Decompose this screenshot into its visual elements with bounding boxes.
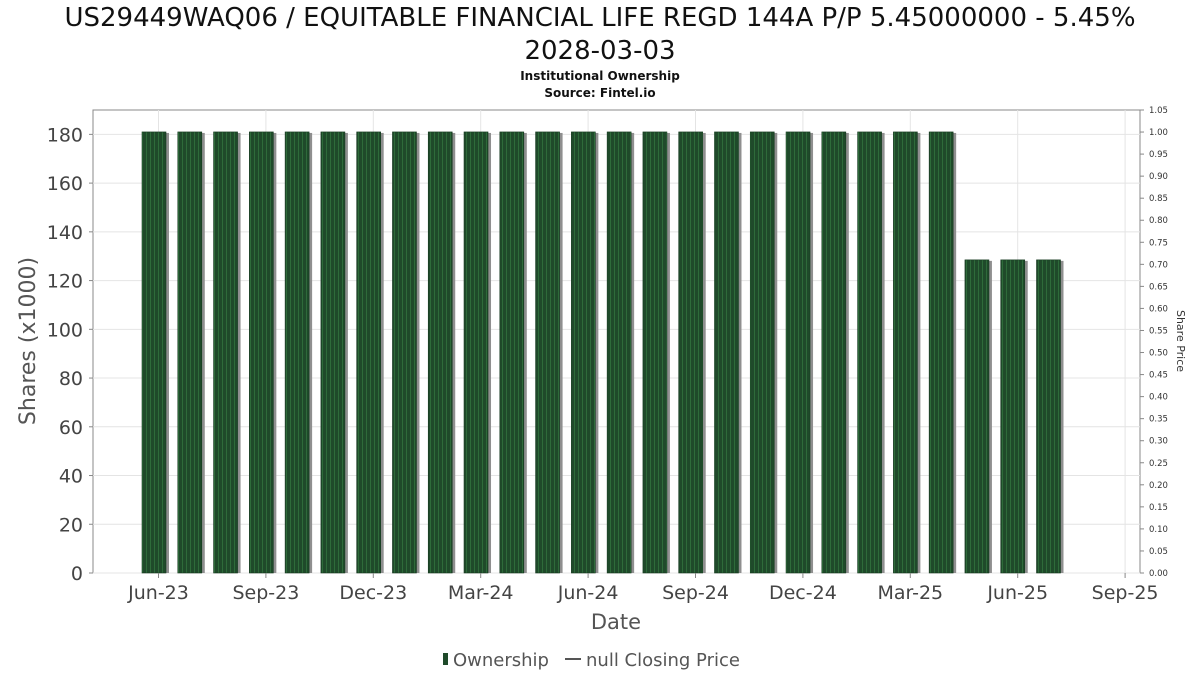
x-tick-label: Mar-25: [877, 582, 943, 604]
ownership-bar: [499, 131, 527, 574]
legend-label-closing-price: null Closing Price: [586, 650, 740, 671]
y2-tick-label: 0.15: [1149, 503, 1168, 513]
ownership-bar: [177, 131, 205, 574]
ownership-bar: [678, 131, 706, 574]
x-tick-label: Sep-25: [1092, 582, 1159, 604]
y2-tick-label: 0.85: [1149, 194, 1168, 204]
y-tick-label: 40: [59, 466, 83, 488]
ownership-bar: [463, 131, 492, 574]
ownership-bar: [141, 131, 169, 574]
ownership-bar: [857, 131, 885, 574]
y2-tick-label: 0.40: [1149, 393, 1168, 403]
x-tick-label: Sep-24: [662, 582, 729, 604]
legend-label-ownership: Ownership: [453, 650, 549, 671]
x-tick-label: Jun-24: [557, 582, 619, 604]
y-tick-label: 80: [59, 368, 83, 390]
chart-subtitle: Institutional Ownership: [520, 69, 680, 83]
y2-tick-label: 0.05: [1149, 547, 1168, 557]
y2-tick-label: 0.65: [1149, 282, 1168, 292]
ownership-bar: [749, 131, 778, 574]
ownership-bar: [714, 131, 742, 574]
x-tick-label: Sep-23: [232, 582, 299, 604]
ownership-bar: [785, 131, 814, 574]
ownership-bar: [893, 131, 921, 574]
ownership-bar: [1036, 259, 1064, 574]
y2-axis-label: Share Price: [1174, 310, 1187, 372]
chart-title-line-2: 2028-03-03: [524, 36, 676, 66]
y2-tick-label: 0.20: [1149, 481, 1168, 491]
ownership-bar: [821, 131, 849, 574]
y-tick-label: 180: [47, 124, 83, 146]
y2-tick-label: 0.45: [1149, 371, 1168, 381]
ownership-bar: [642, 131, 670, 574]
y2-tick-label: 0.80: [1149, 216, 1168, 226]
y2-tick-label: 1.05: [1149, 106, 1168, 116]
ownership-bar: [427, 131, 456, 574]
y-tick-label: 60: [59, 417, 83, 439]
y2-tick-label: 0.90: [1149, 172, 1168, 182]
ownership-bar: [320, 131, 348, 574]
ownership-bar: [1000, 259, 1028, 574]
y2-tick-label: 0.75: [1149, 238, 1168, 248]
legend: Ownership null Closing Price: [443, 650, 740, 671]
x-tick-label: Dec-23: [339, 582, 407, 604]
ownership-bar: [284, 131, 313, 574]
y-tick-label: 100: [47, 319, 83, 341]
ownership-bar: [606, 131, 635, 574]
y2-tick-label: 1.00: [1149, 128, 1168, 138]
x-tick-label: Jun-23: [127, 582, 189, 604]
ownership-bar: [535, 131, 563, 574]
x-tick-label: Jun-25: [986, 582, 1048, 604]
y2-tick-label: 0.70: [1149, 260, 1168, 270]
ownership-bar: [356, 131, 384, 574]
x-tick-label: Dec-24: [769, 582, 837, 604]
y2-tick-label: 0.55: [1149, 326, 1168, 336]
y2-tick-label: 0.35: [1149, 415, 1168, 425]
y2-tick-label: 0.10: [1149, 525, 1168, 535]
x-axis-label: Date: [591, 610, 641, 634]
y2-tick-label: 0.50: [1149, 349, 1168, 359]
y2-tick-label: 0.95: [1149, 150, 1168, 160]
y2-tick-label: 0.00: [1149, 569, 1168, 579]
y-tick-label: 120: [47, 271, 83, 293]
y2-tick-label: 0.60: [1149, 304, 1168, 314]
y-tick-label: 20: [59, 514, 83, 536]
x-tick-label: Mar-24: [448, 582, 514, 604]
y-tick-label: 140: [47, 222, 83, 244]
ownership-bar: [392, 131, 420, 574]
y-tick-label: 160: [47, 173, 83, 195]
ownership-bar: [928, 131, 957, 574]
ownership-bar: [213, 131, 241, 574]
chart-source: Source: Fintel.io: [544, 86, 656, 100]
ownership-bar: [249, 131, 277, 574]
chart-title-line-1: US29449WAQ06 / EQUITABLE FINANCIAL LIFE …: [64, 3, 1136, 33]
y2-tick-label: 0.25: [1149, 459, 1168, 469]
y-tick-label: 0: [71, 563, 83, 585]
y2-tick-label: 0.30: [1149, 437, 1168, 447]
ownership-bar: [964, 259, 992, 574]
ownership-bar: [571, 131, 599, 574]
y-axis-label: Shares (x1000): [16, 257, 41, 425]
legend-swatch-ownership: [443, 653, 448, 665]
